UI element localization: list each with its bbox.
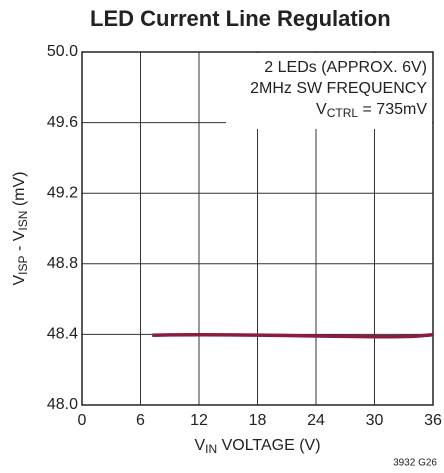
y-tick-label: 48.4 xyxy=(47,326,78,343)
x-axis-label-part: IN xyxy=(205,442,217,456)
x-tick-label: 18 xyxy=(249,412,267,429)
annotation-part: = 735mV xyxy=(358,101,427,118)
y-tick-label: 49.6 xyxy=(47,114,78,131)
x-tick-label: 24 xyxy=(307,412,325,429)
y-axis-label-part: - V xyxy=(11,230,28,255)
y-tick-label: 50.0 xyxy=(47,43,78,60)
x-tick-label: 6 xyxy=(136,412,145,429)
annotation: 2MHz SW FREQUENCY xyxy=(250,80,427,97)
x-tick-label: 0 xyxy=(78,412,87,429)
x-axis-label: VIN VOLTAGE (V) xyxy=(194,437,320,456)
plot-frame xyxy=(81,51,434,406)
annotation: VCTRL = 735mV xyxy=(316,101,427,120)
y-axis-label-part: ISN xyxy=(16,211,30,231)
y-axis-label-part: V xyxy=(11,275,28,286)
data-line xyxy=(152,333,434,339)
annotation-box xyxy=(226,53,432,129)
x-axis-label-part: VOLTAGE (V) xyxy=(217,437,320,454)
y-axis-label-part: (mV) xyxy=(11,171,28,210)
x-tick-label: 30 xyxy=(366,412,384,429)
x-axis-label-part: V xyxy=(194,437,205,454)
annotation-part: V xyxy=(316,101,327,118)
y-axis-label-part: ISP xyxy=(16,256,30,275)
y-axis-label: VISP - VISN (mV) xyxy=(11,171,30,285)
y-tick-label: 49.2 xyxy=(47,184,78,201)
y-tick-label: 48.0 xyxy=(47,396,78,413)
footnote: 3932 G26 xyxy=(393,458,437,469)
annotation: 2 LEDs (APPROX. 6V) xyxy=(264,59,427,76)
annotation-part: CTRL xyxy=(327,106,359,120)
chart-title: LED Current Line Regulation xyxy=(90,6,391,31)
x-tick-label: 12 xyxy=(190,412,208,429)
x-tick-label: 36 xyxy=(424,412,442,429)
y-tick-label: 48.8 xyxy=(47,255,78,272)
